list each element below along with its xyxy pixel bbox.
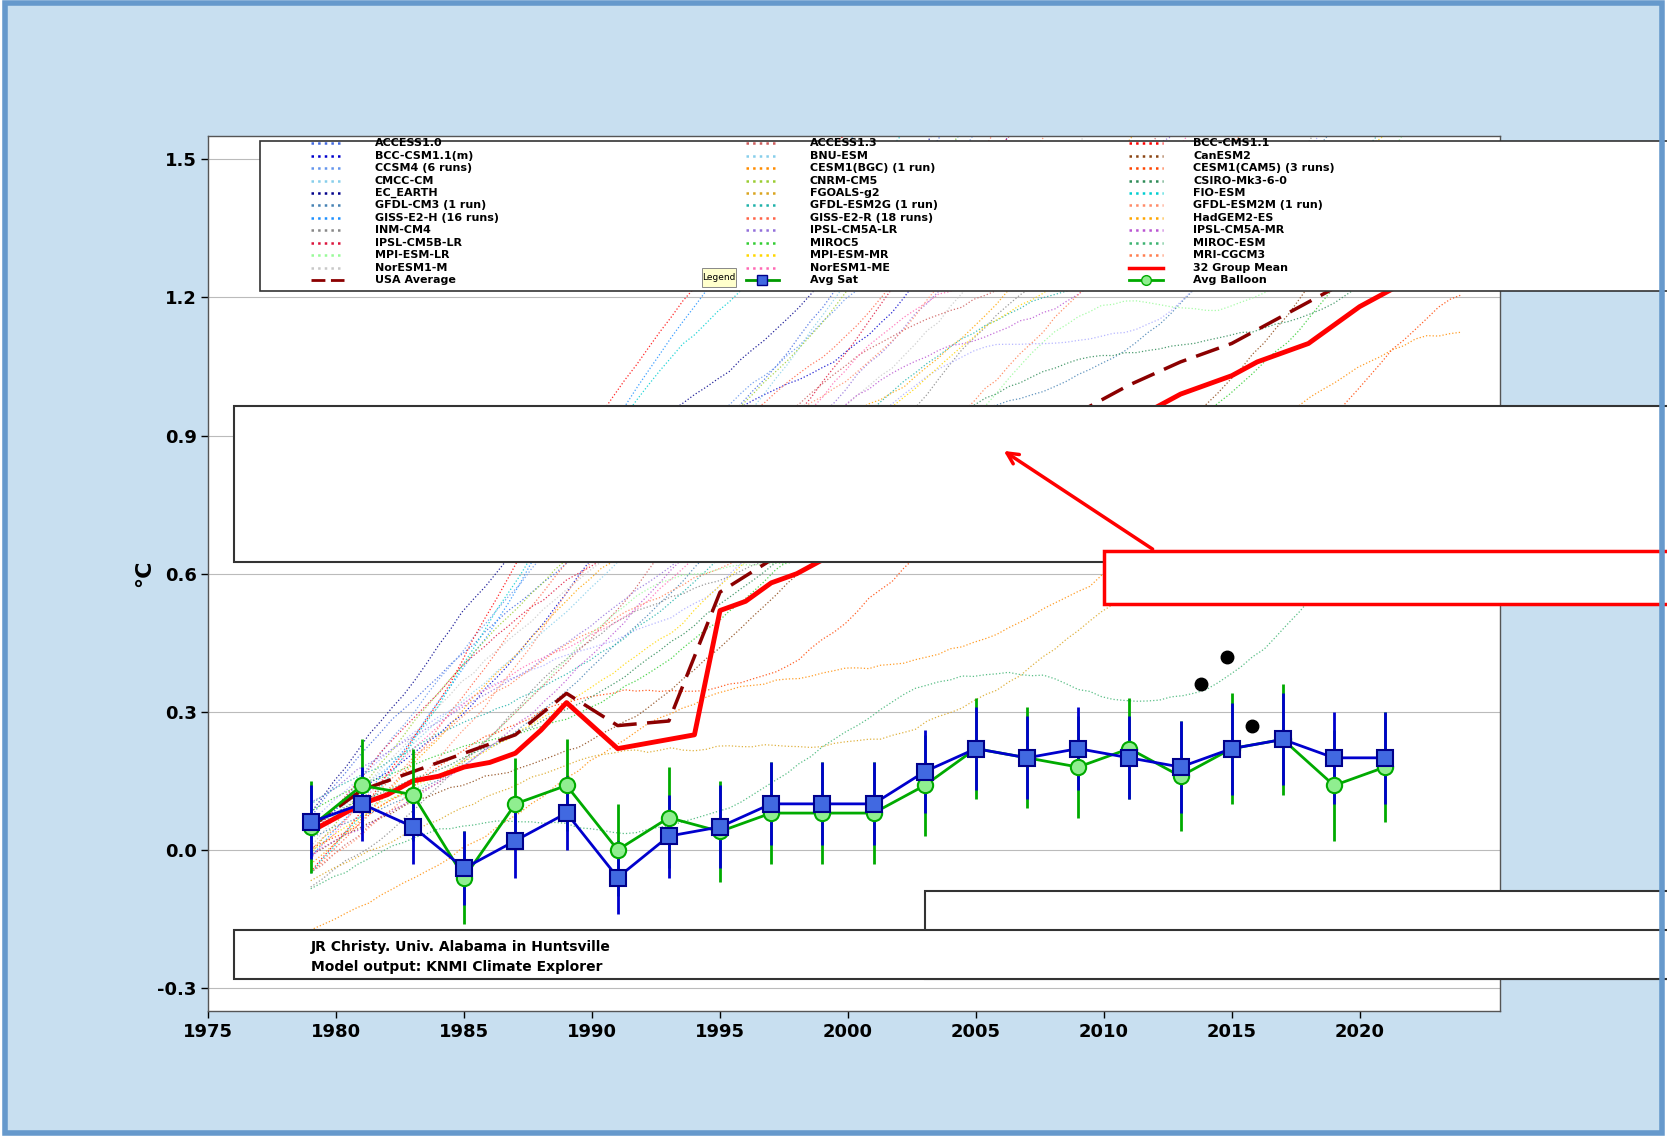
Text: NorESM1-ME: NorESM1-ME [810, 262, 890, 273]
Y-axis label: °C: °C [135, 560, 155, 587]
Text: Avg Sat: Avg Sat [810, 275, 857, 285]
Text: BCC-CSM1.1(m): BCC-CSM1.1(m) [375, 151, 473, 160]
Text: INM-CM4: INM-CM4 [375, 225, 430, 235]
Text: USA Average: USA Average [375, 275, 455, 285]
Text: JR Christy. Univ. Alabama in Huntsville: JR Christy. Univ. Alabama in Huntsville [310, 939, 610, 953]
Text: MPI-ESM-LR: MPI-ESM-LR [375, 250, 448, 260]
Text: GISS-E2-R (18 runs): GISS-E2-R (18 runs) [810, 212, 934, 223]
Text: CSIRO-Mk3-6-0: CSIRO-Mk3-6-0 [1194, 176, 1287, 185]
Text: CCSM4 (6 runs): CCSM4 (6 runs) [375, 164, 472, 173]
Text: NorESM1-M: NorESM1-M [375, 262, 447, 273]
Text: CanESM2: CanESM2 [1194, 151, 1252, 160]
Text: BNU-ESM: BNU-ESM [810, 151, 867, 160]
Text: MIROC-ESM: MIROC-ESM [1194, 237, 1265, 248]
Text: CNRM-CM5: CNRM-CM5 [810, 176, 879, 185]
Text: IPSL-CM5A-LR: IPSL-CM5A-LR [810, 225, 897, 235]
Text: ACCESS1.3: ACCESS1.3 [810, 139, 877, 148]
Text: CMCC-CM: CMCC-CM [375, 176, 433, 185]
Text: BCC-CMS1.1: BCC-CMS1.1 [1194, 139, 1270, 148]
Text: MRI-CGCM3: MRI-CGCM3 [1194, 250, 1265, 260]
Text: HadGEM2-ES: HadGEM2-ES [1194, 212, 1274, 223]
Text: IPSL-CM5B-LR: IPSL-CM5B-LR [375, 237, 462, 248]
FancyBboxPatch shape [702, 268, 735, 287]
Text: GFDL-ESM2G (1 run): GFDL-ESM2G (1 run) [810, 200, 937, 210]
FancyBboxPatch shape [233, 930, 1667, 979]
Text: GFDL-CM3 (1 run): GFDL-CM3 (1 run) [375, 200, 485, 210]
FancyBboxPatch shape [260, 141, 1667, 291]
Text: MPI-ESM-MR: MPI-ESM-MR [810, 250, 889, 260]
Text: ACCESS1.0: ACCESS1.0 [375, 139, 442, 148]
Text: 32 Group Mean: 32 Group Mean [1194, 262, 1289, 273]
Text: EC_EARTH: EC_EARTH [375, 187, 437, 198]
Text: FGOALS-g2: FGOALS-g2 [810, 187, 879, 198]
Text: Avg Balloon: Avg Balloon [1194, 275, 1267, 285]
FancyBboxPatch shape [1104, 551, 1667, 603]
Text: Model output: KNMI Climate Explorer: Model output: KNMI Climate Explorer [310, 960, 602, 975]
Text: CESM1(CAM5) (3 runs): CESM1(CAM5) (3 runs) [1194, 164, 1335, 173]
Text: GFDL-ESM2M (1 run): GFDL-ESM2M (1 run) [1194, 200, 1324, 210]
Text: MIROC5: MIROC5 [810, 237, 859, 248]
Text: CESM1(BGC) (1 run): CESM1(BGC) (1 run) [810, 164, 935, 173]
Text: FIO-ESM: FIO-ESM [1194, 187, 1245, 198]
FancyBboxPatch shape [925, 892, 1667, 979]
FancyBboxPatch shape [233, 406, 1667, 562]
Text: GISS-E2-H (16 runs): GISS-E2-H (16 runs) [375, 212, 498, 223]
Text: IPSL-CM5A-MR: IPSL-CM5A-MR [1194, 225, 1285, 235]
Text: Legend: Legend [702, 273, 735, 282]
